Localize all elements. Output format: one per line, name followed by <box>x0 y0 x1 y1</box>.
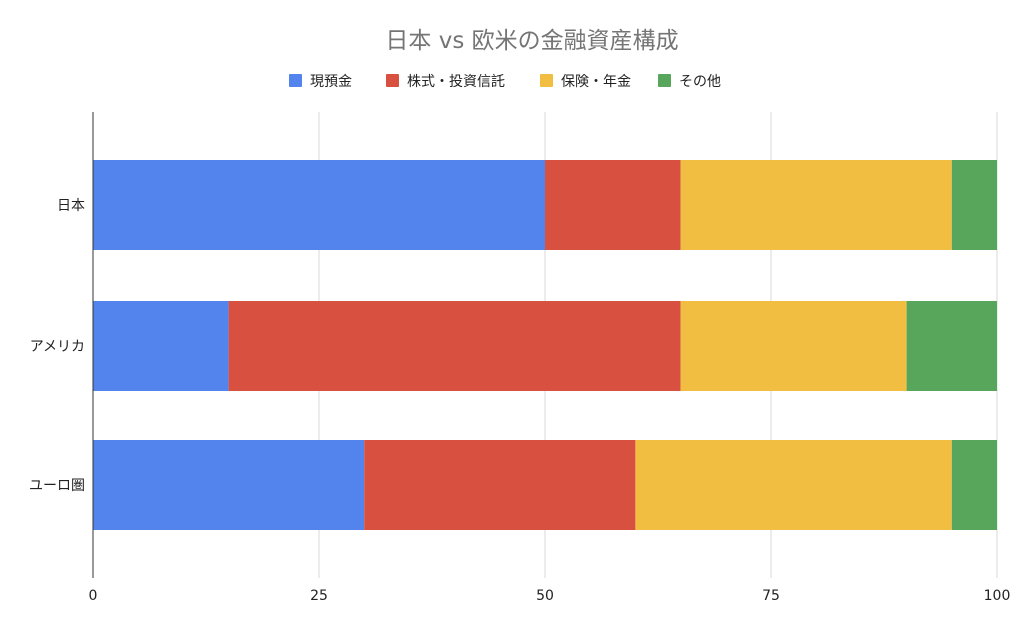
category-label-3: ユーロ圏 <box>29 478 85 494</box>
bar-1-series-2 <box>545 160 681 250</box>
bar-2-series-3 <box>680 301 907 391</box>
chart-title: 日本 vs 欧米の金融資産構成 <box>385 28 678 54</box>
legend-swatch-3 <box>540 74 553 87</box>
x-tick-label-25: 25 <box>310 588 328 604</box>
x-tick-label-100: 100 <box>984 588 1011 604</box>
bar-3-series-1 <box>93 440 365 530</box>
bar-2-series-4 <box>906 301 997 391</box>
legend-swatch-2 <box>386 74 399 87</box>
legend-item-2: 株式・投資信託 <box>386 74 505 90</box>
x-tick-label-75: 75 <box>762 588 780 604</box>
bar-3-series-2 <box>364 440 636 530</box>
bars <box>93 160 997 530</box>
bar-2-series-2 <box>228 301 681 391</box>
x-tick-label-0: 0 <box>89 588 98 604</box>
legend: 現預金 株式・投資信託 保険・年金 その他 <box>289 74 721 90</box>
category-label-1: 日本 <box>57 198 85 214</box>
x-tick-label-50: 50 <box>536 588 554 604</box>
legend-item-3: 保険・年金 <box>540 74 631 90</box>
bar-1-series-4 <box>951 160 997 250</box>
bar-2-series-1 <box>93 301 229 391</box>
legend-swatch-1 <box>289 74 302 87</box>
bar-1-series-1 <box>93 160 545 250</box>
legend-label-1: 現預金 <box>310 74 352 90</box>
legend-item-1: 現預金 <box>289 74 352 90</box>
legend-label-4: その他 <box>679 74 721 90</box>
bar-1-series-3 <box>680 160 952 250</box>
bar-3-series-4 <box>951 440 997 530</box>
legend-swatch-4 <box>658 74 671 87</box>
x-tick-labels: 0 25 50 75 100 <box>89 588 1011 604</box>
bar-3-series-3 <box>635 440 952 530</box>
legend-label-3: 保険・年金 <box>561 74 631 90</box>
legend-item-4: その他 <box>658 74 721 90</box>
category-label-2: アメリカ <box>30 339 85 355</box>
legend-label-2: 株式・投資信託 <box>407 74 505 90</box>
